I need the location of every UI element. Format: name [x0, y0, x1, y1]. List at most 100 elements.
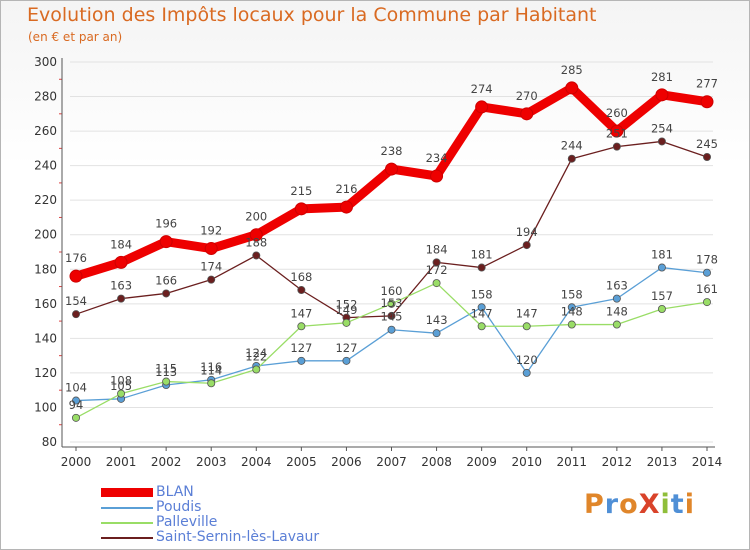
data-point — [387, 311, 396, 320]
data-point — [477, 322, 486, 331]
data-label: 281 — [651, 70, 673, 84]
data-label: 234 — [426, 151, 448, 165]
data-point — [72, 310, 81, 319]
legend-swatch — [101, 537, 153, 539]
legend-label: Poudis — [156, 499, 202, 515]
data-point — [565, 81, 579, 95]
data-point — [520, 107, 534, 121]
x-tick-label: 2008 — [421, 455, 452, 469]
x-tick-label: 2005 — [286, 455, 317, 469]
logo-letter: P — [584, 489, 605, 520]
data-label: 254 — [651, 121, 673, 135]
x-tick-label: 2014 — [692, 455, 723, 469]
data-point — [162, 377, 171, 386]
data-point — [703, 268, 712, 277]
data-label: 176 — [65, 251, 87, 265]
data-label: 147 — [516, 306, 538, 320]
x-tick-label: 2006 — [331, 455, 362, 469]
data-label: 274 — [471, 82, 493, 96]
y-tick-label: 220 — [34, 193, 57, 207]
data-point — [387, 299, 396, 308]
data-label: 160 — [381, 284, 403, 298]
y-tick-label: 280 — [34, 90, 57, 104]
data-point — [72, 413, 81, 422]
data-point — [657, 304, 666, 313]
data-label: 147 — [290, 306, 312, 320]
data-label: 161 — [696, 282, 718, 296]
data-label: 238 — [381, 144, 403, 158]
logo-letter: o — [619, 489, 639, 520]
data-label: 181 — [651, 248, 673, 262]
data-label: 163 — [110, 279, 132, 293]
y-tick-label: 160 — [34, 297, 57, 311]
data-point — [612, 142, 621, 151]
data-point — [567, 154, 576, 163]
data-label: 244 — [561, 139, 583, 153]
data-label: 172 — [426, 263, 448, 277]
data-label: 152 — [335, 298, 357, 312]
logo-letter: t — [670, 489, 685, 520]
logo-letter: i — [684, 489, 695, 520]
logo-letter: X — [638, 489, 661, 520]
data-label: 192 — [200, 224, 222, 238]
data-point — [522, 368, 531, 377]
data-point — [159, 235, 173, 249]
data-point — [294, 202, 308, 216]
data-label: 115 — [155, 362, 177, 376]
data-point — [703, 152, 712, 161]
data-point — [204, 242, 218, 256]
x-tick-label: 2010 — [511, 455, 542, 469]
data-label: 163 — [606, 279, 628, 293]
data-label: 108 — [110, 374, 132, 388]
data-point — [700, 95, 714, 109]
data-label: 188 — [245, 235, 267, 249]
data-label: 196 — [155, 217, 177, 231]
data-label: 147 — [471, 306, 493, 320]
data-label: 215 — [290, 184, 312, 198]
data-label: 158 — [561, 287, 583, 301]
data-label: 145 — [381, 310, 403, 324]
data-point — [207, 379, 216, 388]
data-label: 178 — [696, 253, 718, 267]
data-label: 113 — [155, 365, 177, 379]
data-point — [703, 298, 712, 307]
data-point — [252, 251, 261, 260]
data-label: 122 — [245, 349, 267, 363]
y-tick-label: 120 — [34, 366, 57, 380]
data-point — [430, 169, 444, 183]
legend-label: BLAN — [156, 484, 194, 500]
logo-letter: r — [604, 489, 620, 520]
data-label: 260 — [606, 106, 628, 120]
data-point — [432, 329, 441, 338]
data-point — [612, 294, 621, 303]
data-point — [117, 389, 126, 398]
data-label: 148 — [561, 305, 583, 319]
data-label: 166 — [155, 273, 177, 287]
data-label: 277 — [696, 77, 718, 91]
data-label: 94 — [69, 398, 84, 412]
data-label: 168 — [290, 270, 312, 284]
data-label: 143 — [426, 313, 448, 327]
data-point — [342, 318, 351, 327]
legend-swatch — [101, 488, 153, 497]
data-point — [655, 88, 669, 102]
data-label: 216 — [335, 182, 357, 196]
x-tick-label: 2003 — [196, 455, 227, 469]
data-point — [252, 365, 261, 374]
data-label: 158 — [471, 287, 493, 301]
data-point — [297, 356, 306, 365]
x-tick-label: 2002 — [151, 455, 182, 469]
data-label: 149 — [335, 303, 357, 317]
data-point — [72, 396, 81, 405]
data-point — [610, 124, 624, 138]
x-tick-label: 2001 — [106, 455, 137, 469]
chart-title: Evolution des Impôts locaux pour la Comm… — [27, 4, 597, 26]
data-point — [475, 100, 489, 114]
data-label: 270 — [516, 89, 538, 103]
data-point — [297, 285, 306, 294]
data-point — [114, 255, 128, 269]
data-point — [612, 320, 621, 329]
x-tick-label: 2012 — [602, 455, 633, 469]
